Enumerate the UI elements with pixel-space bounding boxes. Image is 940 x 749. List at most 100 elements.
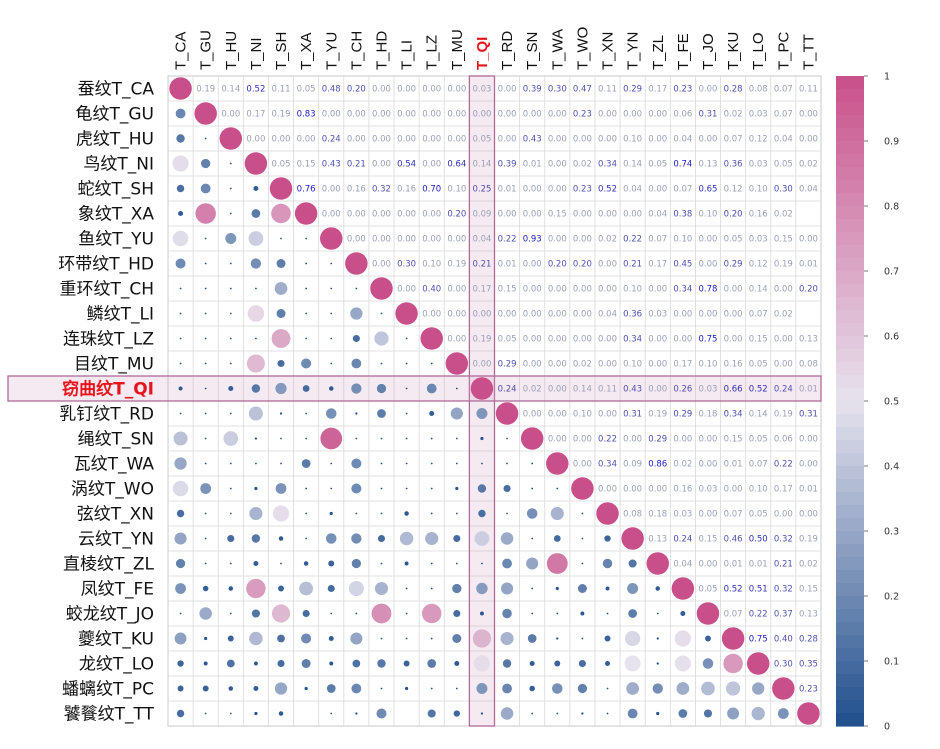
colorbar-segment — [836, 583, 864, 597]
corr-value-label: 0.00 — [573, 235, 592, 245]
corr-circle — [405, 612, 408, 615]
corr-value-label: 0.00 — [648, 285, 667, 295]
column-label: T_LO — [750, 32, 767, 70]
corr-circle — [476, 682, 488, 695]
corr-value-label: 0.00 — [699, 460, 718, 470]
corr-circle — [229, 562, 232, 565]
corr-circle — [578, 659, 586, 668]
corr-value-label: 0.00 — [548, 335, 567, 345]
corr-value-label: 0.00 — [774, 360, 793, 370]
corr-circle — [674, 655, 691, 672]
corr-circle — [203, 661, 208, 666]
corr-circle — [605, 660, 611, 667]
colorbar-segment — [836, 622, 864, 636]
column-label: T_MU — [449, 29, 466, 70]
corr-value-label: 0.00 — [397, 210, 416, 220]
corr-circle — [328, 635, 334, 642]
corr-value-label: 0.76 — [297, 185, 316, 195]
corr-value-label: 0.10 — [623, 360, 642, 370]
corr-value-label: 0.29 — [724, 260, 743, 270]
corr-value-label: 0.36 — [623, 310, 642, 320]
corr-value-label: 0.22 — [774, 460, 793, 470]
corr-circle — [276, 259, 286, 268]
corr-circle — [351, 558, 362, 569]
row-label: 龟纹T_GU — [75, 105, 154, 125]
corr-value-label: 0.23 — [573, 185, 592, 195]
corr-circle — [247, 305, 265, 322]
highlight-row-band — [7, 375, 822, 402]
corr-circle — [655, 586, 660, 591]
corr-circle — [425, 531, 439, 546]
corr-value-label: 0.00 — [447, 285, 466, 295]
corr-value-label: 0.00 — [699, 260, 718, 270]
corr-circle — [269, 177, 293, 200]
corr-value-label: 0.52 — [598, 185, 617, 195]
corr-value-label: 0.00 — [322, 110, 341, 120]
corr-circle — [628, 559, 637, 568]
corr-value-label: 0.29 — [498, 360, 517, 370]
corr-value-label: 0.00 — [724, 485, 743, 495]
corr-value-label: 0.52 — [246, 85, 265, 95]
corr-value-label: 0.30 — [548, 85, 567, 95]
corr-value-label: 0.07 — [749, 460, 768, 470]
corr-circle — [204, 262, 207, 265]
corr-value-label: 0.23 — [673, 85, 692, 95]
corr-circle — [229, 512, 232, 515]
corr-circle — [580, 611, 585, 616]
corr-value-label: 0.34 — [598, 160, 617, 170]
colorbar-segment — [836, 596, 864, 610]
colorbar-segment — [836, 388, 864, 402]
colorbar-segment — [836, 180, 864, 194]
colorbar-tick-label: 0.5 — [884, 397, 899, 408]
corr-circle — [351, 533, 362, 544]
row-label: 虎纹T_HU — [76, 130, 154, 150]
corr-circle — [500, 582, 514, 595]
corr-value-label: 0.34 — [623, 335, 642, 345]
corr-circle — [556, 487, 559, 490]
colorbar-segment — [836, 76, 864, 90]
corr-value-label: 0.22 — [749, 610, 768, 620]
row-label: 龙纹T_LO — [79, 655, 154, 675]
corr-circle — [204, 412, 207, 415]
corr-value-label: 0.00 — [372, 260, 391, 270]
corr-circle — [350, 632, 363, 645]
corr-circle — [274, 682, 288, 695]
corr-value-label: 0.00 — [548, 410, 567, 420]
corr-value-label: 0.00 — [523, 110, 542, 120]
corr-circle — [229, 412, 232, 415]
corr-circle — [329, 661, 334, 666]
corr-value-label: 0.34 — [724, 410, 743, 420]
corr-value-label: 0.24 — [774, 385, 793, 395]
corr-circle — [581, 637, 584, 640]
corr-circle — [227, 635, 234, 642]
colorbar-segment — [836, 401, 864, 415]
corr-value-label: 0.40 — [774, 635, 793, 645]
corr-circle — [455, 437, 458, 440]
corr-circle — [320, 427, 343, 450]
corr-circle — [204, 312, 207, 315]
colorbar-segment — [836, 102, 864, 116]
row-label: 弦纹T_XN — [77, 505, 154, 525]
column-labels: T_CA T_GU T_HU T_NI T_SH T_XA T_YU T_CH T_HD T_LI… — [173, 27, 818, 70]
corr-circle — [452, 634, 462, 643]
corr-value-label: 0.00 — [322, 210, 341, 220]
row-label: 涡纹T_WO — [71, 480, 154, 500]
column-label: T_HD — [373, 31, 390, 70]
corr-value-label: 0.02 — [774, 310, 793, 320]
corr-value-label: 0.00 — [297, 135, 316, 145]
corr-value-label: 0.00 — [523, 185, 542, 195]
corr-value-label: 0.00 — [724, 310, 743, 320]
corr-circle — [721, 627, 745, 650]
corr-circle — [276, 309, 286, 318]
corr-circle — [377, 534, 386, 543]
corr-circle — [455, 687, 458, 690]
corr-value-label: 0.05 — [297, 85, 316, 95]
corr-value-label: 0.40 — [422, 285, 441, 295]
corr-circle — [426, 383, 437, 394]
column-label: T_XN — [600, 32, 617, 70]
colorbar-segment — [836, 219, 864, 233]
corr-circle — [604, 535, 611, 542]
corr-value-label: 0.00 — [774, 335, 793, 345]
corr-value-label: 0.21 — [347, 160, 366, 170]
corr-circle — [377, 409, 386, 418]
